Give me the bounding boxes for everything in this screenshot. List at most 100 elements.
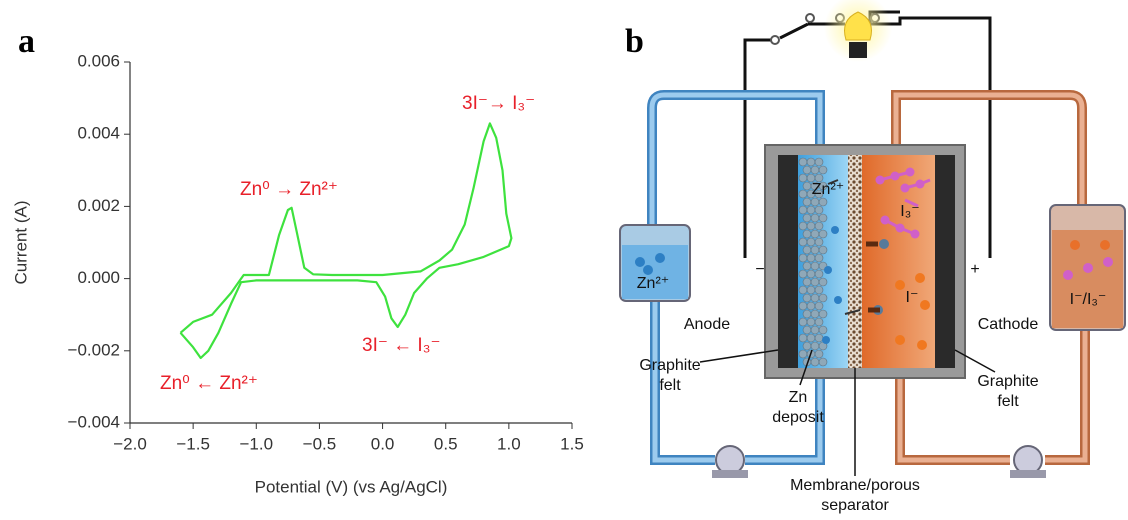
deposit-sphere	[814, 317, 824, 327]
deposit-sphere	[814, 349, 824, 359]
deposit-sphere	[810, 309, 820, 319]
deposit-sphere	[814, 253, 824, 263]
x-tick-label: 1.5	[560, 434, 584, 453]
deposit-sphere	[818, 357, 828, 367]
deposit-sphere	[806, 157, 816, 167]
deposit-sphere	[810, 325, 820, 335]
deposit-sphere	[806, 253, 816, 263]
x-tick-label: 1.0	[497, 434, 521, 453]
pointer-line	[699, 349, 996, 476]
x-tick-label: 0.5	[434, 434, 458, 453]
deposit-sphere	[810, 229, 820, 239]
deposit-sphere	[814, 333, 824, 343]
deposit-sphere	[806, 205, 816, 215]
deposit-sphere	[802, 277, 812, 287]
deposit-sphere	[810, 261, 820, 271]
deposit-sphere	[798, 349, 808, 359]
diagram-label: Graphite	[639, 357, 700, 374]
x-tick-label: −1.5	[176, 434, 210, 453]
x-tick-label: −1.0	[240, 434, 274, 453]
diagram-label: Zn²⁺	[812, 181, 844, 198]
diagram-label: I₃⁻	[900, 203, 919, 220]
deposit-sphere	[802, 293, 812, 303]
deposit-sphere	[810, 197, 820, 207]
deposit-sphere	[798, 157, 808, 167]
panel-label: b	[625, 23, 644, 60]
diagram-label: Graphite	[977, 373, 1038, 390]
switch-contact	[805, 13, 815, 23]
deposit-sphere	[814, 237, 824, 247]
separator	[848, 155, 862, 368]
graphite-felt	[778, 155, 798, 368]
anolyte-liquid	[622, 245, 688, 299]
deposit-sphere	[802, 261, 812, 271]
zn-deposit	[798, 157, 828, 367]
y-tick-label: −0.004	[68, 412, 120, 431]
deposit-sphere	[798, 173, 808, 183]
y-tick-label: −0.002	[68, 340, 120, 359]
catholyte	[862, 155, 935, 368]
x-tick-label: −0.5	[303, 434, 337, 453]
deposit-sphere	[798, 269, 808, 279]
deposit-sphere	[798, 253, 808, 263]
bulb	[844, 11, 872, 41]
deposit-sphere	[810, 293, 820, 303]
deposit-sphere	[810, 245, 820, 255]
cv-curve	[179, 122, 513, 360]
deposit-sphere	[810, 277, 820, 287]
graphite-felt	[935, 155, 955, 368]
diagram-label: deposit	[772, 409, 824, 426]
deposit-sphere	[814, 173, 824, 183]
diagram-label: +	[970, 261, 979, 278]
deposit-sphere	[806, 301, 816, 311]
annotation: 3I⁻ ← I₃⁻	[362, 335, 440, 356]
deposit-sphere	[806, 221, 816, 231]
x-axis-title: Potential (V) (vs Ag/AgCl)	[255, 477, 448, 496]
deposit-sphere	[798, 285, 808, 295]
deposit-sphere	[802, 325, 812, 335]
deposit-sphere	[798, 317, 808, 327]
deposit-sphere	[818, 277, 828, 287]
y-tick-label: 0.002	[77, 196, 120, 215]
deposit-sphere	[814, 269, 824, 279]
deposit-sphere	[818, 181, 828, 191]
battery-diagram: Zn²⁺ Zn²⁺ I₃⁻ I⁻ I⁻/I₃⁻ Anode Cathode Graphite f…	[619, 0, 1126, 514]
diagram-label: −	[755, 261, 764, 278]
deposit-sphere	[810, 165, 820, 175]
diagram-label: felt	[997, 393, 1019, 410]
deposit-sphere	[806, 269, 816, 279]
deposit-sphere	[818, 165, 828, 175]
deposit-sphere	[806, 285, 816, 295]
deposit-sphere	[802, 165, 812, 175]
deposit-sphere	[818, 213, 828, 223]
deposit-sphere	[818, 309, 828, 319]
deposit-sphere	[818, 197, 828, 207]
deposit-sphere	[798, 301, 808, 311]
x-tick-label: −2.0	[113, 434, 147, 453]
deposit-sphere	[798, 237, 808, 247]
deposit-sphere	[806, 237, 816, 247]
deposit-sphere	[806, 333, 816, 343]
y-tick-label: 0.006	[77, 51, 120, 70]
diagram-label: I⁻	[906, 289, 919, 306]
diagram-label: Cathode	[978, 316, 1039, 333]
catholyte-liquid	[1052, 230, 1123, 328]
y-tick-label: 0.004	[77, 124, 120, 143]
deposit-sphere	[802, 197, 812, 207]
bulb-base	[849, 42, 867, 58]
panel-label: a	[18, 23, 35, 60]
cv-chart: −0.004 −0.002 0.000 0.002 0.004 0.006 −2.0 −1.5…	[11, 51, 583, 496]
switch-contact	[770, 35, 780, 45]
deposit-sphere	[802, 341, 812, 351]
diagram-label: separator	[821, 497, 889, 514]
deposit-sphere	[814, 205, 824, 215]
deposit-sphere	[798, 205, 808, 215]
annotation: Zn⁰ → Zn²⁺	[240, 179, 338, 200]
catholyte-pipe	[893, 92, 1088, 463]
deposit-sphere	[818, 293, 828, 303]
diagram-label: Membrane/porous	[790, 477, 920, 494]
pump	[712, 445, 748, 478]
annotation: Zn⁰ ← Zn²⁺	[160, 373, 258, 394]
deposit-sphere	[798, 333, 808, 343]
